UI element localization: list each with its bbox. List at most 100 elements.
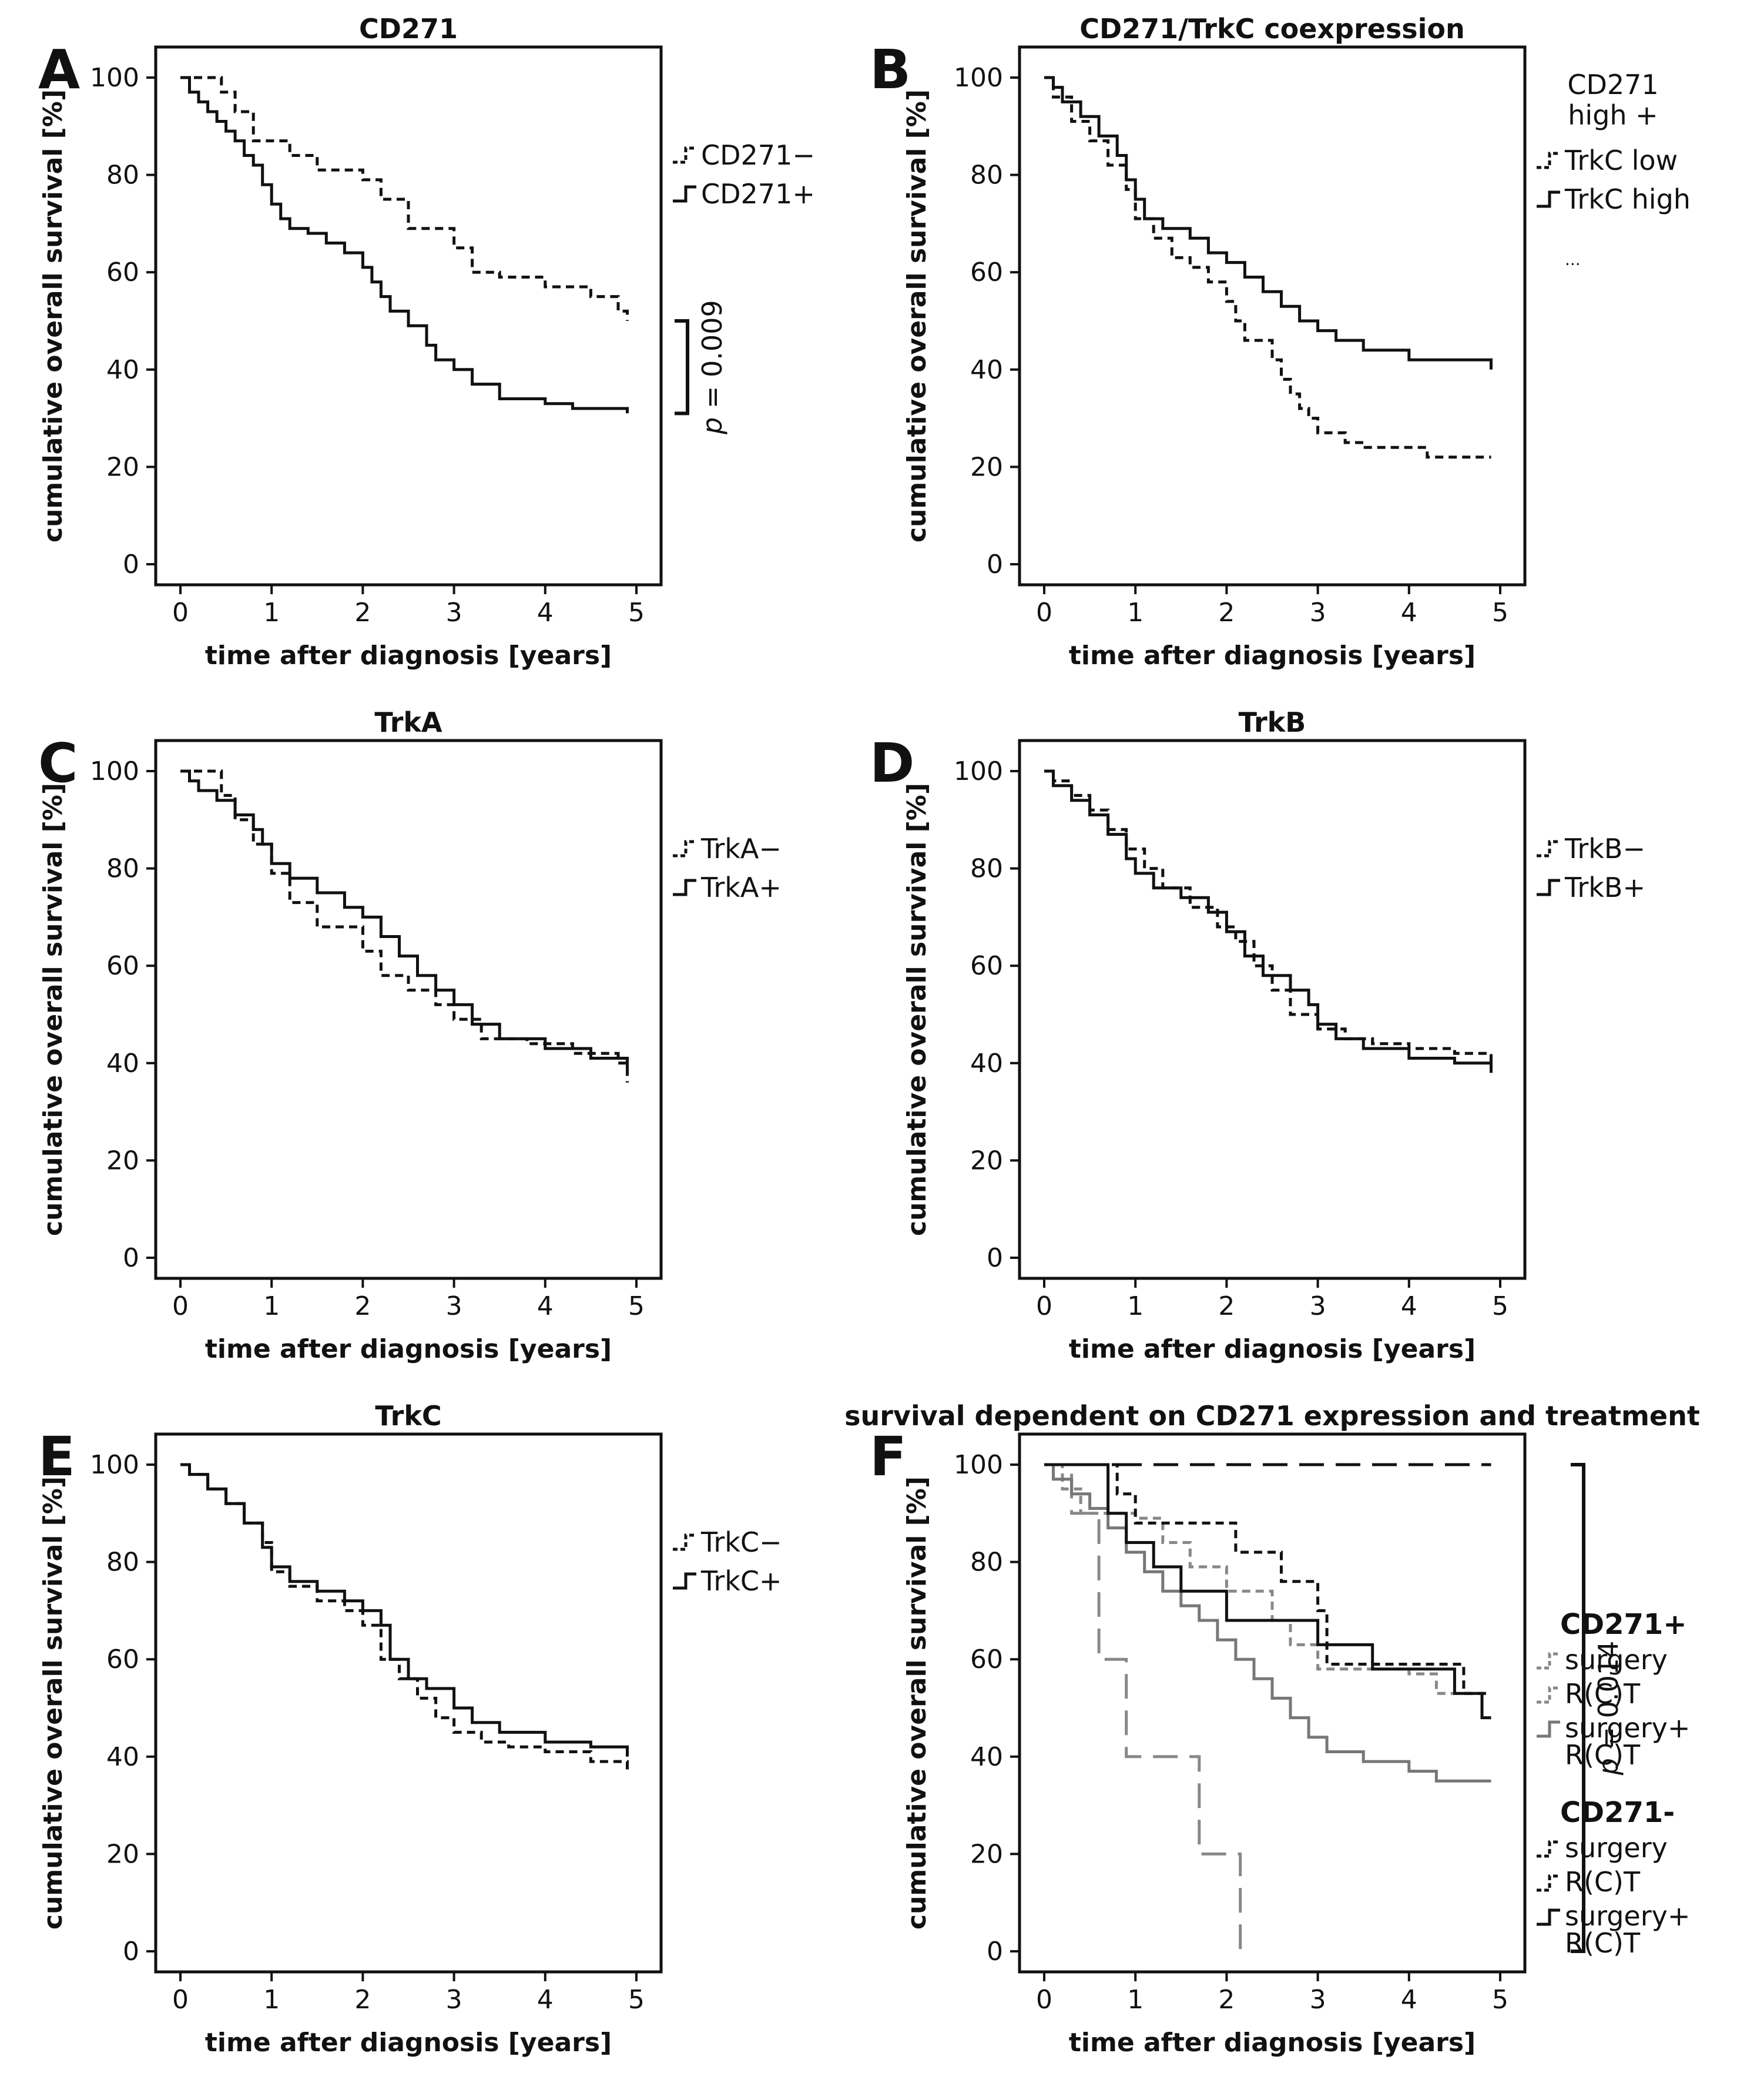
y-tick-label: 20 bbox=[970, 1146, 1003, 1175]
x-tick-label: 4 bbox=[1401, 1291, 1417, 1321]
panel-a: A CD271 0 1 2 3 4 5 0 20 40 60 80 100 time after diagn… bbox=[38, 13, 815, 671]
legend-symbol bbox=[673, 1533, 696, 1551]
series-line bbox=[1044, 1463, 1242, 1951]
legend-label: TrkB− bbox=[1564, 833, 1645, 865]
x-tick-label: 1 bbox=[263, 1291, 280, 1321]
panel-letter: A bbox=[38, 38, 80, 101]
legend-symbol bbox=[1537, 190, 1560, 208]
y-tick-label: 100 bbox=[954, 756, 1003, 786]
y-axis-label: cumulative overall survival [%] bbox=[902, 89, 932, 542]
y-axis-label: cumulative overall survival [%] bbox=[902, 783, 932, 1236]
plot-frame bbox=[154, 45, 663, 587]
legend-label: R(C)T bbox=[1565, 1866, 1641, 1898]
x-tick-label: 2 bbox=[1218, 1291, 1235, 1321]
legend-symbol bbox=[1537, 840, 1560, 858]
x-tick-label: 1 bbox=[1127, 1291, 1144, 1321]
panel-letter: E bbox=[38, 1425, 75, 1488]
y-tick-label: 100 bbox=[90, 756, 139, 786]
x-tick-label: 3 bbox=[1310, 1985, 1326, 2015]
p-value-label: p = 0.014 bbox=[1592, 1641, 1624, 1776]
x-tick-label: 0 bbox=[1036, 598, 1052, 628]
x-tick-label: 2 bbox=[1218, 598, 1235, 628]
y-axis-label: cumulative overall survival [%] bbox=[38, 783, 68, 1236]
legend-symbol bbox=[1537, 152, 1560, 169]
panel-letter: C bbox=[38, 732, 78, 795]
legend-symbol bbox=[1537, 879, 1560, 896]
y-tick-label: 80 bbox=[106, 854, 139, 884]
p-value: = 0.014 bbox=[1592, 1641, 1624, 1758]
legend-label: CD271− bbox=[701, 139, 815, 171]
y-tick-label: 60 bbox=[970, 951, 1003, 981]
x-tick-label: 5 bbox=[628, 598, 645, 628]
legend-symbol bbox=[1537, 1652, 1560, 1670]
x-tick-label: 5 bbox=[628, 1291, 645, 1321]
legend-label-line2: R(C)T bbox=[1565, 1927, 1641, 1959]
y-tick-label: 0 bbox=[987, 1937, 1003, 1967]
legend-label: TrkB+ bbox=[1564, 872, 1645, 903]
legend-label: TrkA+ bbox=[700, 872, 782, 903]
chart-title: TrkC bbox=[375, 1400, 441, 1432]
x-axis-label: time after diagnosis [years] bbox=[1069, 641, 1476, 671]
p-symbol: p bbox=[1592, 1758, 1624, 1776]
x-tick-label: 3 bbox=[446, 1985, 462, 2015]
y-tick-label: 20 bbox=[106, 452, 139, 482]
x-tick-label: 4 bbox=[1401, 598, 1417, 628]
x-tick-label: 0 bbox=[172, 598, 189, 628]
panel-letter: D bbox=[870, 732, 914, 795]
plot-frame bbox=[154, 739, 663, 1280]
panel-letter: F bbox=[870, 1425, 907, 1488]
y-tick-label: 0 bbox=[123, 1243, 139, 1273]
legend-symbol bbox=[1537, 1908, 1560, 1926]
legend-group-header: CD271- bbox=[1560, 1796, 1675, 1829]
chart-title: CD271 bbox=[359, 13, 458, 45]
y-tick-label: 80 bbox=[970, 160, 1003, 190]
y-axis-label: cumulative overall survival [%] bbox=[902, 1476, 932, 1930]
x-tick-label: 1 bbox=[1127, 1985, 1144, 2015]
series-line bbox=[1044, 769, 1493, 1073]
x-axis-label: time after diagnosis [years] bbox=[205, 1334, 612, 1364]
significance-bracket bbox=[1571, 1463, 1585, 1953]
x-tick-label: 4 bbox=[537, 1291, 554, 1321]
y-tick-label: 100 bbox=[90, 63, 139, 93]
panel-b: B CD271/TrkC coexpression 0 1 2 3 4 5 0 20 40 60 80 1… bbox=[870, 13, 1691, 671]
chart-title: TrkB bbox=[1239, 706, 1306, 738]
x-tick-label: 5 bbox=[628, 1985, 645, 2015]
chart-title: CD271/TrkC coexpression bbox=[1079, 13, 1465, 45]
x-tick-label: 0 bbox=[172, 1985, 189, 2015]
y-tick-label: 20 bbox=[106, 1839, 139, 1869]
series-line bbox=[180, 769, 629, 1083]
y-tick-label: 80 bbox=[106, 1548, 139, 1577]
y-tick-label: 40 bbox=[970, 1049, 1003, 1079]
panel-e: E TrkC 0 1 2 3 4 5 0 20 40 60 80 100 time after diagno… bbox=[38, 1400, 782, 2058]
y-tick-label: 40 bbox=[970, 1742, 1003, 1772]
x-tick-label: 3 bbox=[446, 1291, 462, 1321]
legend-label: R(C)T bbox=[1565, 1678, 1641, 1710]
x-tick-label: 3 bbox=[1310, 1291, 1326, 1321]
x-tick-label: 0 bbox=[1036, 1985, 1052, 2015]
y-tick-label: 60 bbox=[970, 257, 1003, 287]
legend-symbol bbox=[673, 879, 696, 896]
plot-frame bbox=[1018, 739, 1527, 1280]
legend-title: CD271 bbox=[1567, 69, 1658, 101]
y-tick-label: 60 bbox=[106, 257, 139, 287]
legend-label: surgery bbox=[1565, 1832, 1668, 1864]
x-axis-label: time after diagnosis [years] bbox=[1069, 1334, 1476, 1364]
y-tick-label: 60 bbox=[106, 951, 139, 981]
x-tick-label: 5 bbox=[1492, 598, 1508, 628]
legend-symbol bbox=[673, 146, 696, 164]
legend-symbol bbox=[1537, 1840, 1560, 1858]
y-tick-label: 80 bbox=[970, 854, 1003, 884]
legend-label: TrkC− bbox=[700, 1526, 782, 1558]
x-tick-label: 2 bbox=[354, 1985, 371, 2015]
legend-label: surgery+ bbox=[1565, 1712, 1690, 1744]
series-line bbox=[180, 1463, 629, 1757]
y-axis-label: cumulative overall survival [%] bbox=[38, 89, 68, 542]
x-tick-label: 3 bbox=[1310, 598, 1326, 628]
x-tick-label: 2 bbox=[1218, 1985, 1235, 2015]
chart-title: survival dependent on CD271 expression a… bbox=[844, 1400, 1700, 1432]
panel-d: D TrkB 0 1 2 3 4 5 0 20 40 60 80 100 time after diagno… bbox=[870, 706, 1645, 1364]
y-tick-label: 60 bbox=[106, 1645, 139, 1674]
y-tick-label: 40 bbox=[106, 1049, 139, 1079]
series-line bbox=[180, 76, 629, 414]
series-line bbox=[180, 76, 629, 321]
